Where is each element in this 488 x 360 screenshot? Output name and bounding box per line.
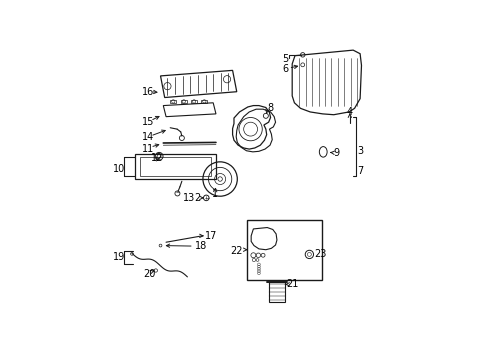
Text: 6: 6 xyxy=(282,64,288,74)
Text: 8: 8 xyxy=(267,103,273,113)
Bar xyxy=(140,157,210,176)
Text: 18: 18 xyxy=(194,240,206,251)
Text: 17: 17 xyxy=(204,231,217,241)
Text: 14: 14 xyxy=(142,132,154,143)
Text: 3: 3 xyxy=(357,146,363,156)
Text: 16: 16 xyxy=(142,87,154,97)
Text: 9: 9 xyxy=(333,148,339,158)
Text: 20: 20 xyxy=(143,269,155,279)
Text: 4: 4 xyxy=(346,108,352,117)
Text: 15: 15 xyxy=(142,117,154,127)
Text: 10: 10 xyxy=(113,164,125,174)
Text: 2: 2 xyxy=(193,193,200,203)
Text: 1: 1 xyxy=(212,189,218,199)
Text: 11: 11 xyxy=(142,144,154,153)
Text: 22: 22 xyxy=(230,246,243,256)
Text: 12: 12 xyxy=(150,153,163,163)
Text: 7: 7 xyxy=(357,166,363,176)
Text: 5: 5 xyxy=(282,54,288,64)
Bar xyxy=(135,154,216,179)
Text: 21: 21 xyxy=(285,279,298,289)
Bar xyxy=(247,220,321,280)
Bar xyxy=(268,282,285,302)
Text: 13: 13 xyxy=(183,193,195,203)
Text: 23: 23 xyxy=(313,249,325,260)
Text: 19: 19 xyxy=(113,252,125,262)
